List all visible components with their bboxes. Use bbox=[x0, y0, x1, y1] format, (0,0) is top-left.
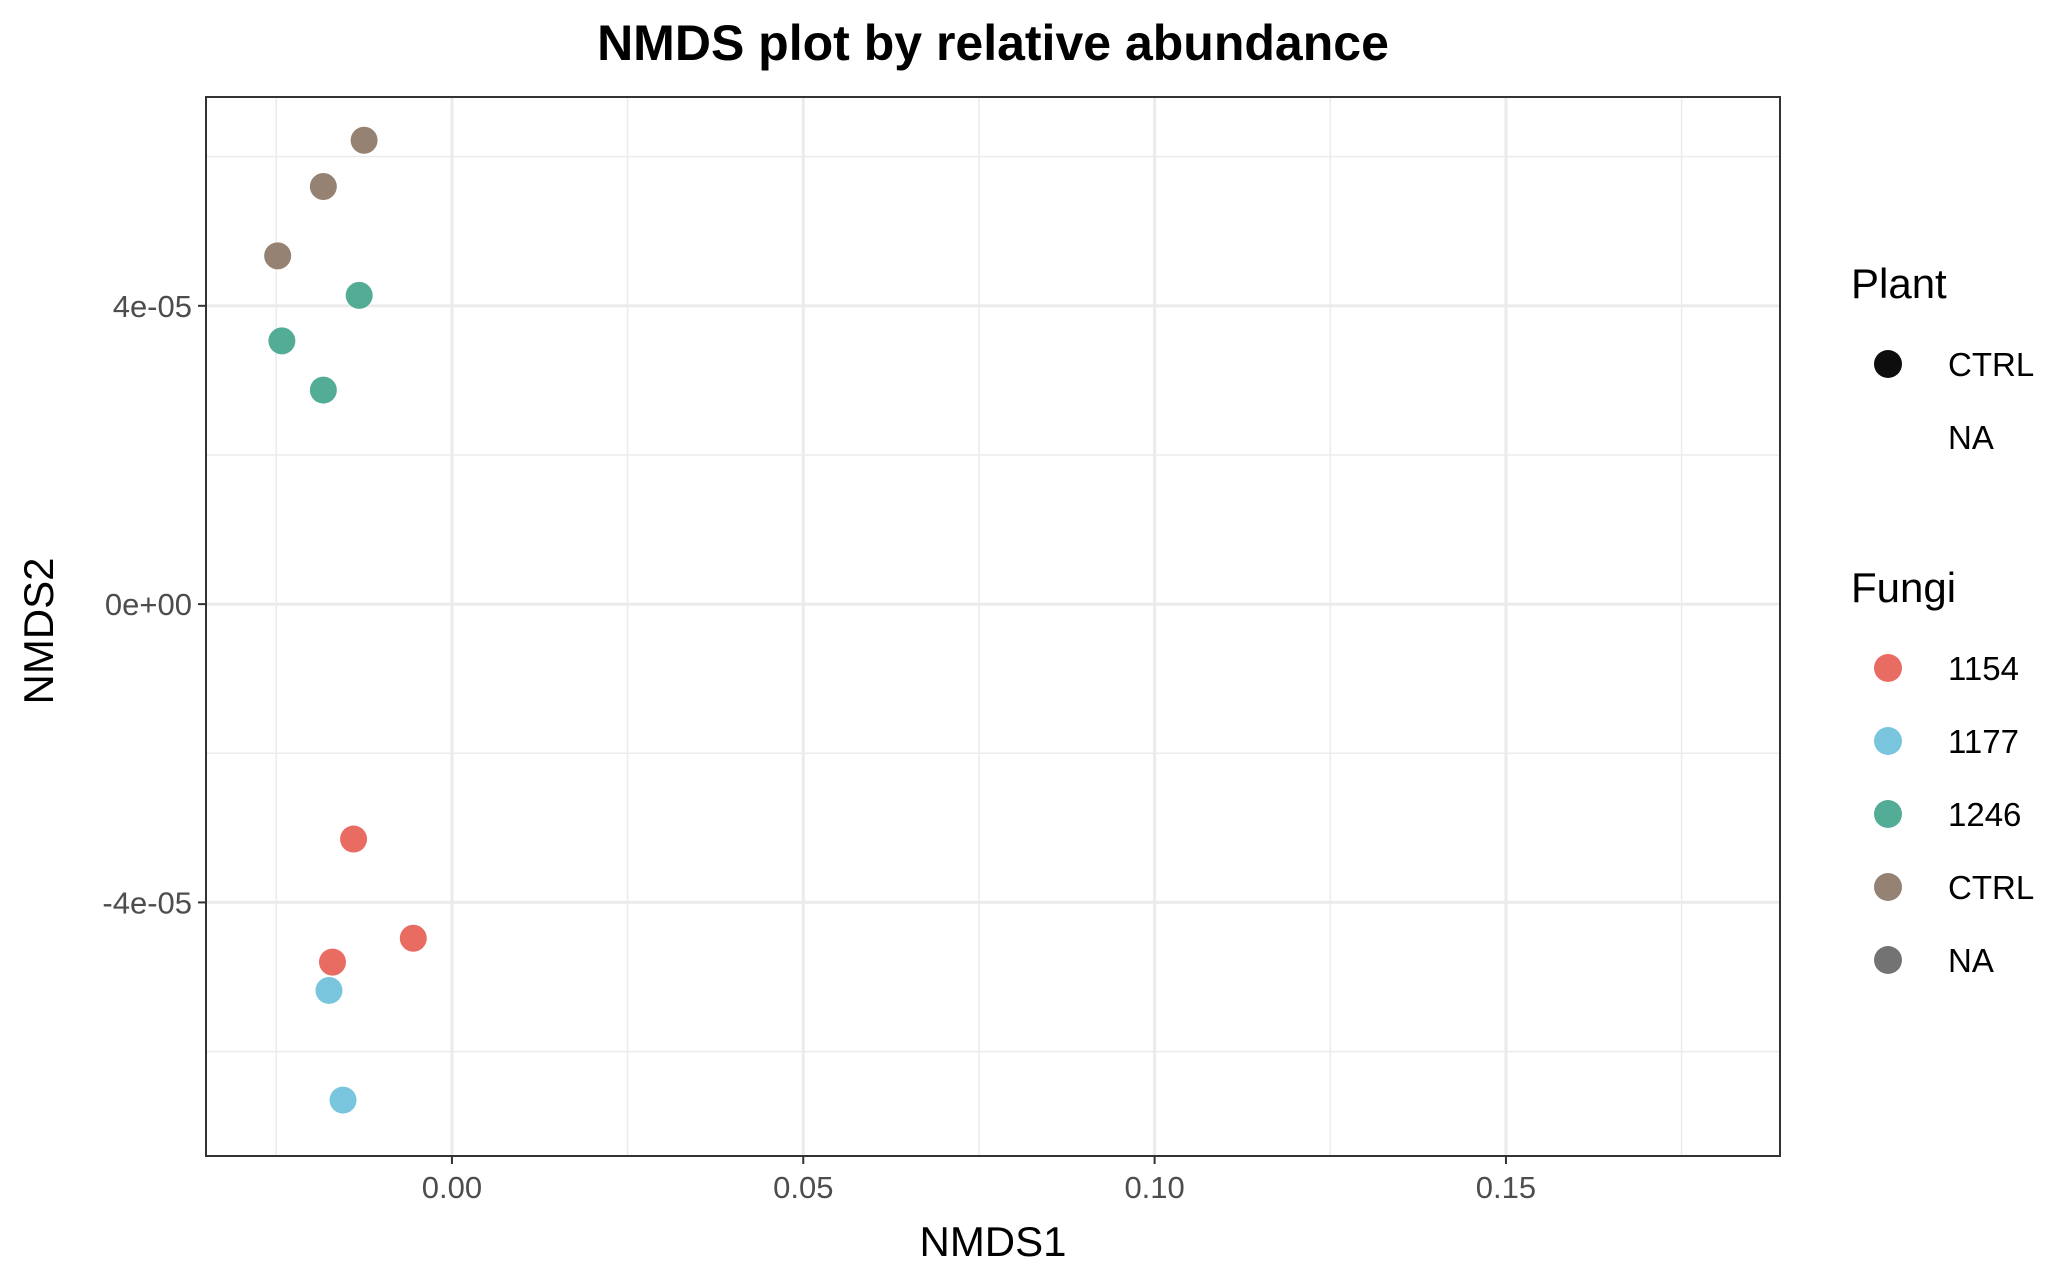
x-tick-label: 0.05 bbox=[773, 1170, 833, 1205]
data-point-1154 bbox=[399, 924, 427, 952]
y-axis-title: NMDS2 bbox=[15, 557, 62, 704]
x-axis-ticks: 0.00 0.05 0.10 0.15 bbox=[422, 1156, 1536, 1205]
data-point-ctrl bbox=[350, 126, 378, 154]
legend-key-ctrl bbox=[1874, 873, 1902, 901]
y-tick-label: 4e-05 bbox=[113, 289, 192, 324]
data-point-1177 bbox=[329, 1086, 357, 1114]
legend-key-1154 bbox=[1874, 654, 1902, 682]
legend-key-na bbox=[1874, 946, 1902, 974]
data-points bbox=[264, 126, 427, 1114]
data-point-1246 bbox=[309, 376, 337, 404]
y-tick-label: 0e+00 bbox=[105, 587, 192, 622]
minor-gridlines bbox=[206, 97, 1780, 1156]
legend-fungi: Fungi 1154 1177 1246 CTRL NA bbox=[1851, 564, 2034, 979]
major-gridlines bbox=[206, 97, 1780, 1156]
x-tick-label: 0.00 bbox=[422, 1170, 482, 1205]
legend-label-ctrl: CTRL bbox=[1948, 869, 2034, 906]
data-point-1246 bbox=[345, 281, 373, 309]
legends: Plant CTRL NA Fungi 1154 1177 1246 CTRL NA bbox=[1851, 260, 2034, 979]
data-point-1246 bbox=[268, 327, 296, 355]
y-tick-label: -4e-05 bbox=[102, 885, 192, 920]
legend-key-ctrl bbox=[1874, 350, 1902, 378]
x-tick-label: 0.10 bbox=[1124, 1170, 1184, 1205]
data-point-ctrl bbox=[309, 172, 337, 200]
y-axis-ticks: -4e-05 0e+00 4e-05 bbox=[102, 289, 206, 920]
chart-title: NMDS plot by relative abundance bbox=[597, 15, 1389, 71]
data-point-1177 bbox=[315, 976, 343, 1004]
legend-label-1246: 1246 bbox=[1948, 796, 2021, 833]
legend-label-ctrl: CTRL bbox=[1948, 346, 2034, 383]
x-tick-label: 0.15 bbox=[1476, 1170, 1536, 1205]
legend-title: Fungi bbox=[1851, 564, 1956, 611]
plot-panel-border bbox=[205, 96, 1781, 1157]
legend-key-1246 bbox=[1874, 800, 1902, 828]
legend-label-1154: 1154 bbox=[1948, 650, 2019, 687]
legend-plant: Plant CTRL NA bbox=[1851, 260, 2034, 456]
legend-label-1177: 1177 bbox=[1948, 723, 2019, 760]
data-point-ctrl bbox=[264, 242, 292, 270]
data-point-1154 bbox=[340, 825, 368, 853]
legend-key-1177 bbox=[1874, 727, 1902, 755]
data-point-1154 bbox=[318, 948, 346, 976]
legend-label-na: NA bbox=[1948, 942, 1994, 979]
legend-title: Plant bbox=[1851, 260, 1947, 307]
legend-label-na: NA bbox=[1948, 419, 1994, 456]
x-axis-title: NMDS1 bbox=[919, 1218, 1066, 1265]
